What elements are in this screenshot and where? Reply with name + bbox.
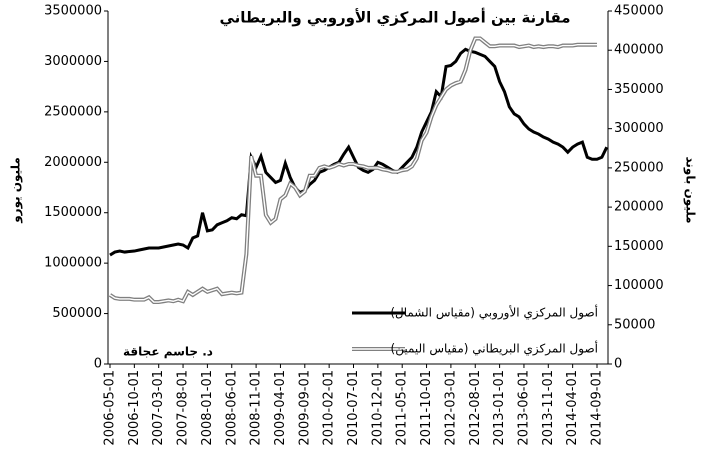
x-tick-label: 2008-06-01: [224, 370, 239, 446]
y-axis-label: مليون يورو: [9, 157, 24, 224]
x-tick-label: 2011-10-01: [419, 370, 434, 446]
legend-label: أصول المركزي الأوروبي (مقياس الشمال): [390, 305, 598, 321]
x-tick-label: 2009-04-01: [273, 370, 288, 446]
y2-tick-label: 50000: [614, 317, 655, 332]
y2-tick-label: 450000: [614, 4, 664, 19]
annotation: د. جاسم عجاقة: [123, 345, 213, 359]
x-tick-label: 2013-06-01: [516, 370, 531, 446]
y2-tick-label: 100000: [614, 278, 664, 293]
x-tick-label: 2014-04-01: [565, 370, 580, 446]
series-line: [109, 47, 609, 257]
legend-label: أصول المركزي البريطاني (مقياس اليمين): [391, 341, 598, 357]
y2-tick-label: 400000: [614, 43, 664, 58]
x-tick-label: 2013-01-01: [492, 370, 507, 446]
x-tick-label: 2008-01-01: [200, 370, 215, 446]
x-tick-label: 2007-03-01: [151, 370, 166, 446]
y-tick-label: 2000000: [44, 155, 102, 170]
x-tick-label: 2011-05-01: [395, 370, 410, 446]
x-tick-label: 2010-07-01: [346, 370, 361, 446]
x-tick-label: 2009-09-01: [297, 370, 312, 446]
y-tick-label: 0: [94, 357, 102, 372]
chart-title: مقارنة بين أصول المركزي الأوروبي والبريط…: [219, 8, 570, 28]
series-line-inner: [109, 37, 597, 303]
x-tick-label: 2012-03-01: [443, 370, 458, 446]
y-tick-label: 1000000: [44, 256, 102, 271]
x-tick-label: 2014-09-01: [590, 370, 605, 446]
y2-tick-label: 250000: [614, 160, 664, 175]
y-tick-label: 3500000: [44, 4, 102, 19]
x-tick-label: 2006-05-01: [103, 370, 118, 446]
y-tick-label: 2500000: [44, 104, 102, 119]
y-tick-label: 3000000: [44, 54, 102, 69]
series-line: [108, 36, 597, 305]
y2-tick-label: 350000: [614, 82, 664, 97]
y2-tick-label: 300000: [614, 121, 664, 136]
x-tick-label: 2010-02-01: [322, 370, 337, 446]
x-tick-label: 2007-08-01: [176, 370, 191, 446]
y2-tick-label: 0: [614, 357, 622, 372]
y-tick-label: 1500000: [44, 205, 102, 220]
y2-axis-label: مليون باوند: [683, 156, 698, 223]
y-tick-label: 500000: [52, 306, 102, 321]
x-tick-label: 2008-11-01: [249, 370, 264, 446]
x-tick-label: 2012-08-01: [468, 370, 483, 446]
x-tick-label: 2013-11-01: [541, 370, 556, 446]
y2-tick-label: 200000: [614, 200, 664, 215]
y2-tick-label: 150000: [614, 239, 664, 254]
x-tick-label: 2006-10-01: [127, 370, 142, 446]
x-tick-label: 2010-12-01: [370, 370, 385, 446]
